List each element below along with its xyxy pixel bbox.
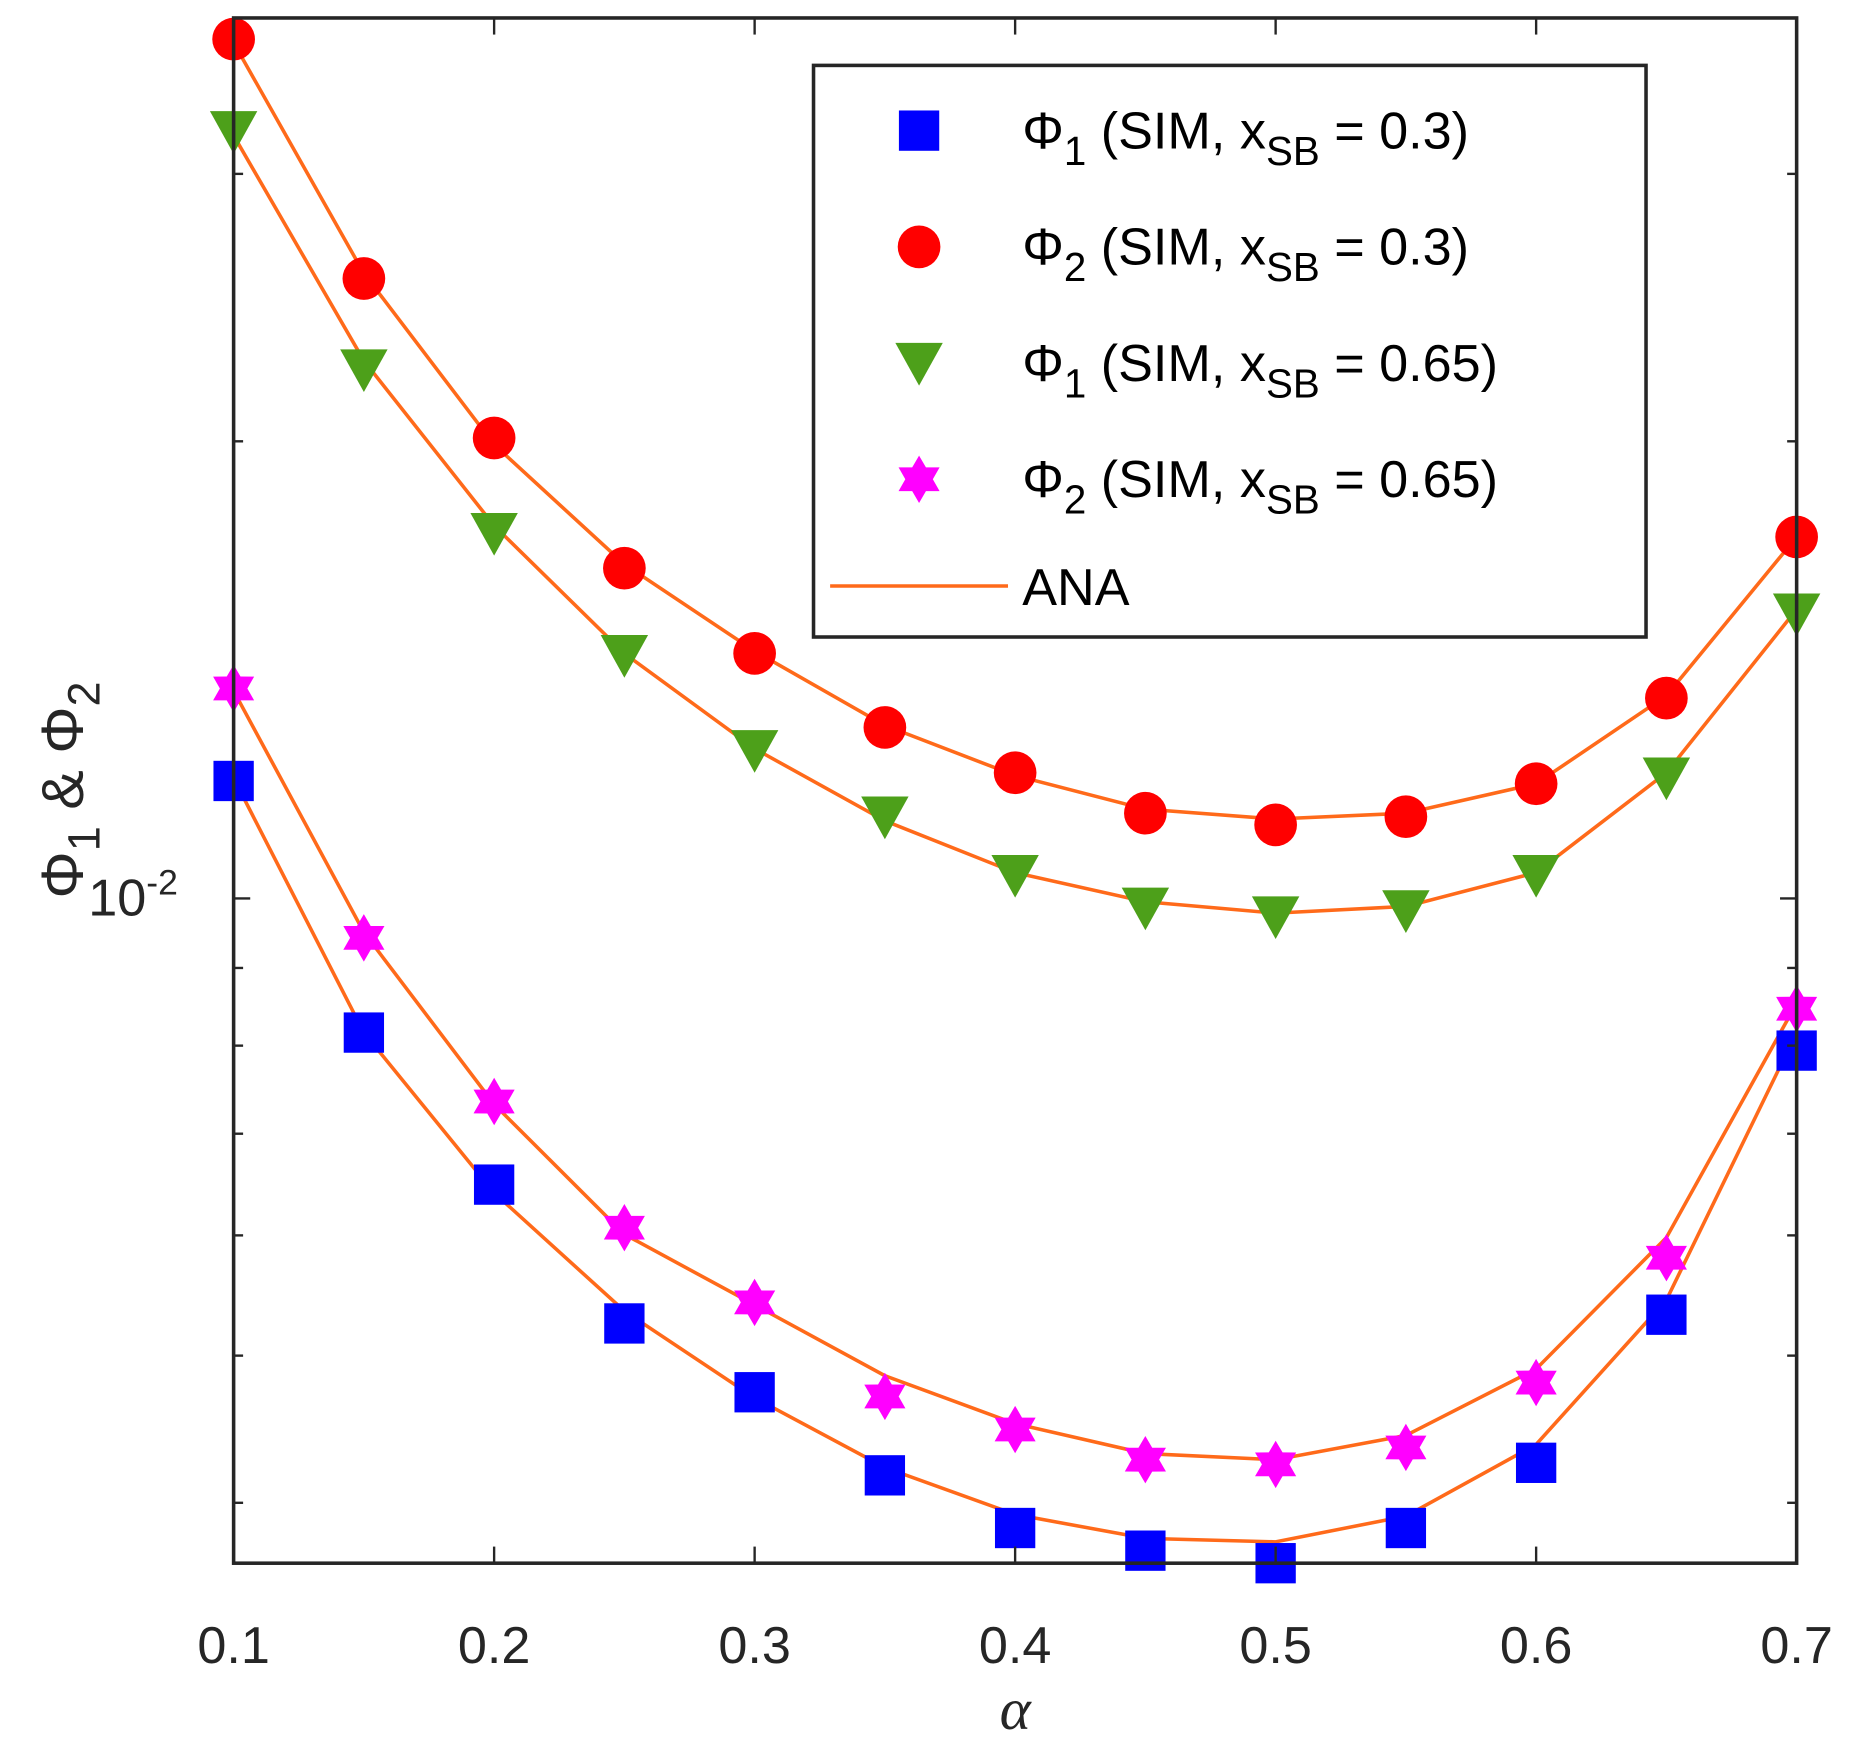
- x-axis-label: α: [1000, 1676, 1033, 1742]
- axis-ticks: [232, 17, 1798, 1564]
- legend-marker-hexagram: [898, 455, 940, 503]
- plot-area: [209, 17, 1821, 1584]
- data-point-square: [864, 1455, 906, 1496]
- axes-box: [231, 16, 1799, 1565]
- data-point-hexagram: [603, 1203, 645, 1252]
- x-tick-label: 0.6: [1500, 1617, 1573, 1675]
- x-tick-label: 0.2: [458, 1617, 531, 1675]
- x-tick-label: 0.3: [718, 1617, 791, 1675]
- data-point-square: [604, 1303, 645, 1344]
- data-point-triangle-down: [1121, 887, 1170, 931]
- data-point-triangle-down: [1512, 854, 1560, 898]
- data-point-triangle-down: [1382, 890, 1430, 933]
- data-point-square: [1646, 1294, 1687, 1335]
- data-point-triangle-down: [600, 635, 649, 678]
- data-point-circle: [342, 257, 386, 300]
- data-point-circle: [863, 706, 907, 749]
- data-point-hexagram: [734, 1278, 776, 1327]
- x-tick-label: 0.7: [1760, 1617, 1833, 1675]
- data-point-square: [1515, 1442, 1557, 1483]
- legend-marker-square: [898, 110, 940, 151]
- data-point-hexagram: [1385, 1423, 1427, 1472]
- data-point-hexagram: [1645, 1233, 1687, 1282]
- data-point-square: [1385, 1507, 1427, 1549]
- legend-label-ana: ANA: [1022, 559, 1129, 617]
- ana-line: [232, 689, 1799, 1462]
- data-point-triangle-down: [861, 796, 909, 840]
- data-point-circle: [733, 632, 776, 675]
- x-tick-label: 0.1: [197, 1617, 270, 1675]
- legend-label: Φ1 (SIM, xSB = 0.3): [1022, 102, 1469, 174]
- legend-label: Φ1 (SIM, xSB = 0.65): [1022, 335, 1498, 407]
- data-point-hexagram: [1515, 1358, 1557, 1407]
- legend-marker-circle: [897, 225, 941, 269]
- data-point-circle: [1514, 762, 1558, 806]
- data-point-hexagram: [864, 1372, 906, 1421]
- data-point-circle: [1384, 795, 1428, 839]
- data-point-circle: [603, 546, 646, 590]
- data-point-triangle-down: [1642, 757, 1691, 801]
- x-tick-label: 0.4: [979, 1617, 1052, 1675]
- data-point-triangle-down: [991, 854, 1039, 898]
- data-point-triangle-down: [340, 349, 388, 393]
- data-point-hexagram: [994, 1405, 1036, 1454]
- legend-box: [811, 63, 1648, 639]
- data-point-square: [734, 1372, 775, 1413]
- data-point-square: [994, 1507, 1036, 1549]
- data-point-circle: [1124, 791, 1167, 835]
- data-point-hexagram: [1124, 1435, 1166, 1484]
- data-point-hexagram: [1255, 1440, 1297, 1489]
- legend: Φ1 (SIM, xSB = 0.3) Φ2 (SIM, xSB = 0.3) Φ1…: [811, 63, 1648, 639]
- data-point-circle: [1254, 803, 1297, 847]
- data-point-square: [473, 1164, 515, 1205]
- data-point-circle: [472, 416, 516, 460]
- data-point-circle: [993, 751, 1037, 795]
- data-point-triangle-down: [470, 512, 518, 556]
- y-tick-label-1e-2: 10-2: [88, 862, 178, 927]
- x-tick-labels: 0.1 0.2 0.3 0.4 0.5 0.6 0.7: [197, 1617, 1833, 1675]
- legend-marker-triangle-down: [895, 342, 943, 386]
- legend-label: Φ2 (SIM, xSB = 0.65): [1022, 451, 1498, 523]
- legend-label: Φ2 (SIM, xSB = 0.3): [1022, 219, 1469, 291]
- y-axis-label: Φ1 & Φ2: [29, 681, 110, 898]
- data-point-triangle-down: [730, 730, 779, 773]
- x-tick-label: 0.5: [1239, 1617, 1312, 1675]
- data-point-square: [343, 1012, 385, 1053]
- data-point-circle: [1645, 676, 1688, 720]
- data-point-hexagram: [343, 914, 385, 962]
- data-point-triangle-down: [1251, 896, 1300, 940]
- data-point-hexagram: [473, 1077, 515, 1126]
